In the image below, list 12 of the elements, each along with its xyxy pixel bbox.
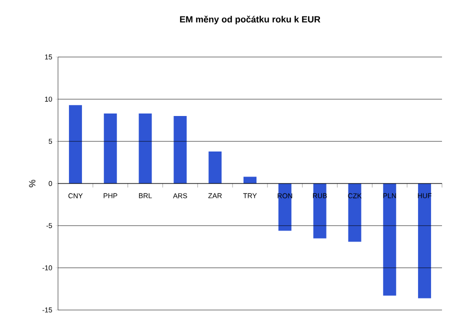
y-axis-title: % [29, 180, 36, 188]
bar [383, 184, 396, 296]
chart-title: EM měny od počátku roku k EUR [180, 16, 320, 24]
bar [104, 114, 117, 184]
bar [208, 151, 222, 184]
bar [138, 114, 152, 184]
bar [348, 184, 362, 242]
bar [313, 184, 326, 238]
bar [418, 184, 432, 298]
bar [278, 184, 292, 231]
bar [174, 116, 187, 184]
bar [68, 105, 82, 184]
